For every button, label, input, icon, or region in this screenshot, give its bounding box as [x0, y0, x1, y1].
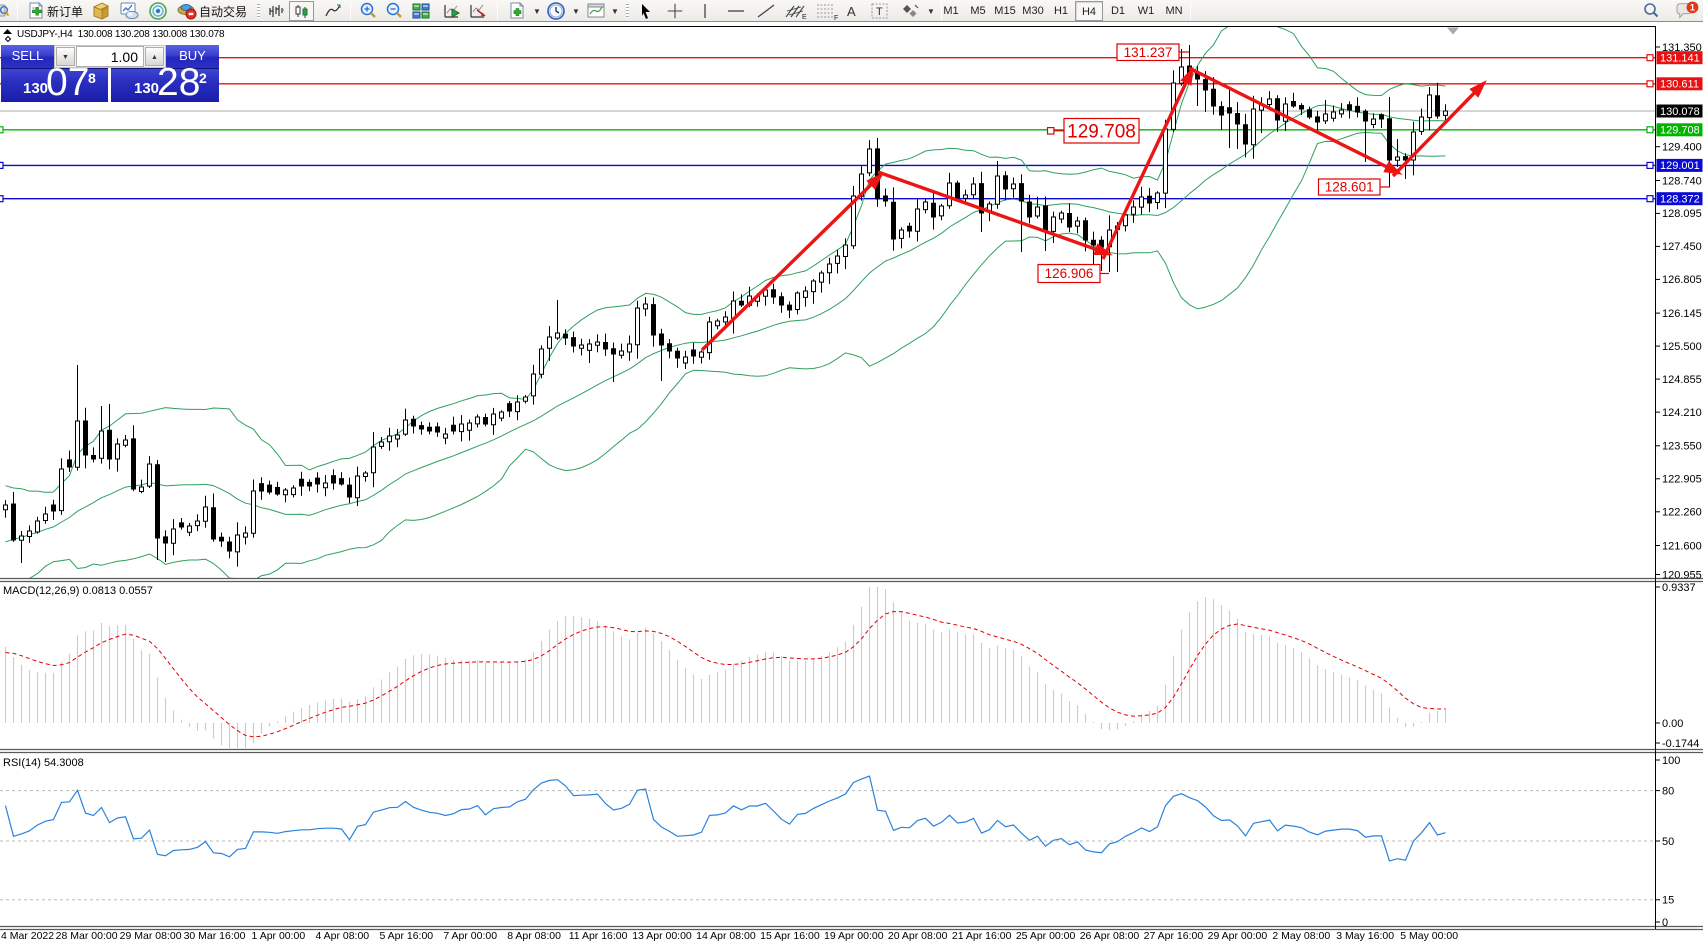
- svg-text:120.955: 120.955: [1662, 569, 1702, 581]
- svg-text:15 Apr 16:00: 15 Apr 16:00: [760, 930, 820, 942]
- svg-text:121.600: 121.600: [1662, 540, 1702, 552]
- svg-text:123.550: 123.550: [1662, 441, 1702, 453]
- svg-text:128.601: 128.601: [1325, 180, 1374, 195]
- svg-text:0.00: 0.00: [1662, 718, 1683, 730]
- svg-text:127.450: 127.450: [1662, 241, 1702, 253]
- svg-text:7 Apr 00:00: 7 Apr 00:00: [443, 930, 497, 942]
- svg-text:129.001: 129.001: [1660, 160, 1700, 172]
- svg-text:25 Apr 00:00: 25 Apr 00:00: [1016, 930, 1076, 942]
- svg-text:27 Apr 16:00: 27 Apr 16:00: [1144, 930, 1204, 942]
- svg-text:128.740: 128.740: [1662, 175, 1702, 187]
- svg-text:0: 0: [1662, 917, 1668, 929]
- svg-text:2 May 08:00: 2 May 08:00: [1272, 930, 1330, 942]
- svg-text:125.500: 125.500: [1662, 341, 1702, 353]
- svg-text:4 Apr 08:00: 4 Apr 08:00: [315, 930, 369, 942]
- svg-text:5 May 00:00: 5 May 00:00: [1400, 930, 1458, 942]
- svg-text:T: T: [876, 6, 883, 18]
- svg-text:29 Apr 00:00: 29 Apr 00:00: [1208, 930, 1268, 942]
- svg-text:26 Apr 08:00: 26 Apr 08:00: [1080, 930, 1140, 942]
- svg-text:131.141: 131.141: [1660, 53, 1700, 65]
- svg-text:11 Apr 16:00: 11 Apr 16:00: [569, 930, 628, 942]
- svg-text:29 Mar 08:00: 29 Mar 08:00: [120, 930, 182, 942]
- svg-text:129.708: 129.708: [1660, 125, 1700, 137]
- svg-text:E: E: [802, 14, 807, 21]
- svg-text:0.9337: 0.9337: [1662, 582, 1696, 594]
- svg-text:126.145: 126.145: [1662, 308, 1702, 320]
- svg-text:122.905: 122.905: [1662, 474, 1702, 486]
- svg-text:28 Mar 00:00: 28 Mar 00:00: [56, 930, 118, 942]
- svg-text:-0.1744: -0.1744: [1662, 738, 1699, 750]
- svg-text:131.237: 131.237: [1124, 45, 1173, 60]
- svg-text:RSI(14) 54.3008: RSI(14) 54.3008: [3, 757, 84, 769]
- svg-text:F: F: [834, 15, 838, 21]
- svg-text:4 Mar 2022: 4 Mar 2022: [1, 930, 54, 942]
- svg-text:50: 50: [1662, 836, 1674, 848]
- svg-text:19 Apr 00:00: 19 Apr 00:00: [824, 930, 884, 942]
- svg-text:129.708: 129.708: [1067, 121, 1136, 142]
- svg-text:131.350: 131.350: [1662, 42, 1702, 54]
- svg-text:5 Apr 16:00: 5 Apr 16:00: [379, 930, 433, 942]
- svg-text:8 Apr 08:00: 8 Apr 08:00: [507, 930, 561, 942]
- svg-text:1 Apr 00:00: 1 Apr 00:00: [252, 930, 306, 942]
- svg-text:80: 80: [1662, 785, 1674, 797]
- svg-text:130.611: 130.611: [1660, 79, 1699, 91]
- svg-text:124.210: 124.210: [1662, 407, 1702, 419]
- svg-text:USDJPY-,H4 130.008 130.208 13: USDJPY-,H4 130.008 130.208 130.008 130.0…: [17, 29, 225, 40]
- svg-text:MACD(12,26,9) 0.0813 0.0557: MACD(12,26,9) 0.0813 0.0557: [3, 585, 153, 597]
- svg-text:129.400: 129.400: [1662, 142, 1702, 154]
- svg-text:126.805: 126.805: [1662, 274, 1702, 286]
- svg-text:15: 15: [1662, 895, 1674, 907]
- svg-text:128.372: 128.372: [1660, 194, 1700, 206]
- svg-text:122.260: 122.260: [1662, 507, 1702, 519]
- svg-text:126.906: 126.906: [1045, 266, 1094, 281]
- svg-text:128.095: 128.095: [1662, 208, 1702, 220]
- svg-text:13 Apr 00:00: 13 Apr 00:00: [632, 930, 692, 942]
- svg-text:3 May 16:00: 3 May 16:00: [1336, 930, 1394, 942]
- svg-text:130.078: 130.078: [1660, 106, 1700, 118]
- svg-text:20 Apr 08:00: 20 Apr 08:00: [888, 930, 948, 942]
- svg-text:124.855: 124.855: [1662, 374, 1702, 386]
- svg-text:21 Apr 16:00: 21 Apr 16:00: [952, 930, 1012, 942]
- svg-text:30 Mar 16:00: 30 Mar 16:00: [184, 930, 246, 942]
- svg-text:14 Apr 08:00: 14 Apr 08:00: [696, 930, 756, 942]
- svg-text:100: 100: [1662, 755, 1680, 767]
- svg-text:1: 1: [1690, 3, 1695, 13]
